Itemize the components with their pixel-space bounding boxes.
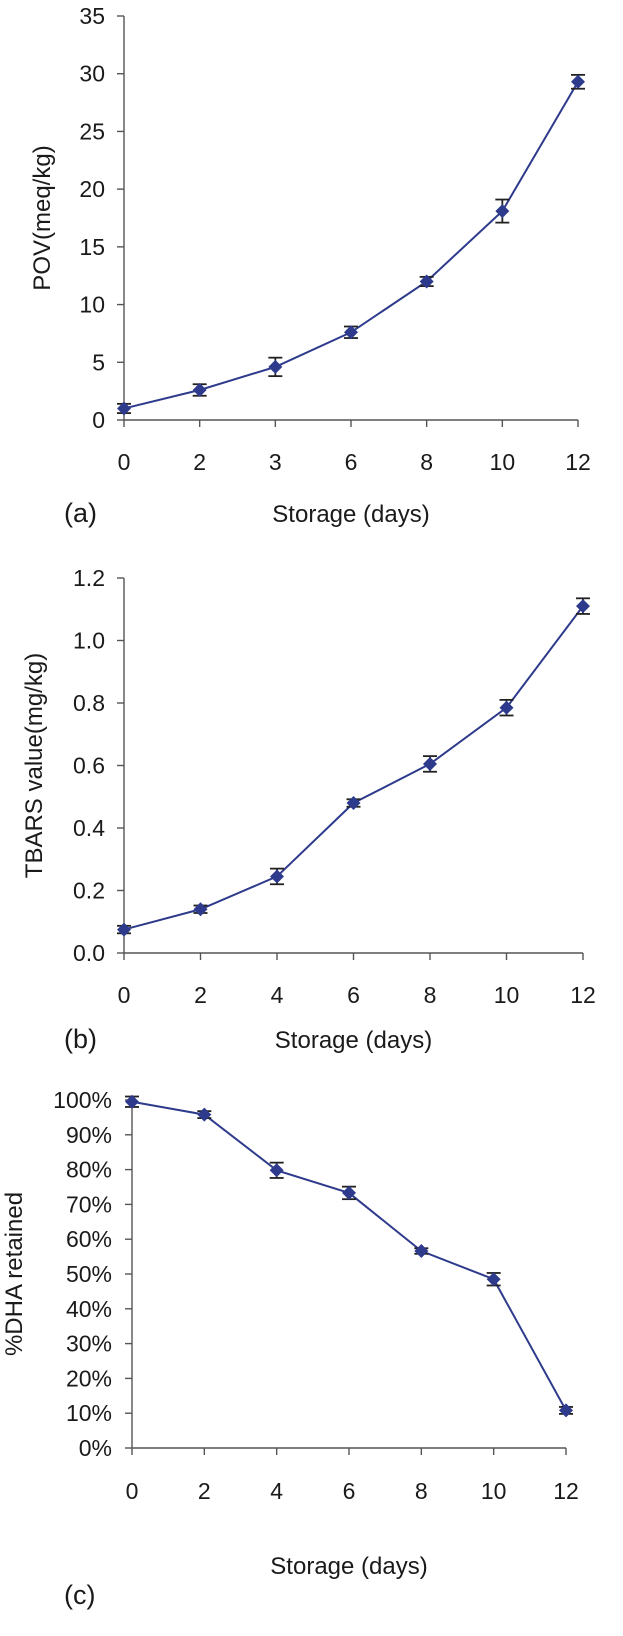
data-point — [346, 796, 361, 810]
x-tick-label: 6 — [347, 982, 360, 1008]
y-tick-label: 0.2 — [73, 878, 105, 904]
x-axis-title: Storage (days) — [272, 501, 429, 528]
y-axis-title: TBARS value(mg/kg) — [21, 653, 48, 878]
data-point — [576, 599, 590, 614]
data-point — [344, 325, 358, 340]
data-point — [192, 382, 207, 397]
y-tick-label: 0 — [92, 407, 105, 433]
y-tick-label: 1.2 — [73, 565, 105, 591]
x-tick-label: 6 — [345, 449, 358, 475]
data-point — [423, 756, 437, 771]
x-tick-label: 8 — [424, 982, 437, 1008]
data-point — [342, 1185, 356, 1200]
x-tick-label: 0 — [126, 1478, 139, 1504]
chart-panel-c: 0% 10% 20% 30% 40% 50% 60% 70% 80% 90% 100% 0 2 4 6 8 10… — [1, 1087, 579, 1610]
x-tick-label: 2 — [193, 449, 206, 475]
data-point — [268, 359, 283, 374]
panel-label: (a) — [64, 498, 97, 528]
x-axis-title: Storage (days) — [270, 1553, 427, 1580]
x-tick-label: 4 — [270, 1478, 283, 1504]
y-tick-label: 0.6 — [73, 753, 105, 779]
data-point — [117, 922, 131, 937]
chart-panel-b: 0.0 0.2 0.4 0.6 0.8 1.0 1.2 0 2 4 6 8 10 12 Storage (d… — [21, 565, 596, 1054]
y-tick-label: 60% — [66, 1226, 112, 1252]
y-tick-label: 10 — [79, 292, 105, 318]
x-tick-label: 8 — [420, 449, 433, 475]
y-tick-label: 30% — [66, 1331, 112, 1357]
x-tick-label: 2 — [198, 1478, 211, 1504]
x-tick-label: 3 — [269, 449, 282, 475]
y-tick-label: 0% — [79, 1435, 112, 1461]
x-tick-label: 2 — [194, 982, 207, 1008]
data-point — [486, 1272, 501, 1287]
y-tick-label: 70% — [66, 1191, 112, 1217]
y-tick-label: 10% — [66, 1400, 112, 1426]
y-tick-label: 100% — [53, 1087, 112, 1113]
chart-panel-a: 0 5 10 15 20 25 30 35 0 2 3 6 8 10 12 Storage (days) POV… — [29, 3, 591, 528]
y-axis-title: POV(meq/kg) — [29, 145, 56, 290]
data-point — [269, 1163, 284, 1178]
x-tick-label: 8 — [415, 1478, 428, 1504]
data-point — [197, 1107, 212, 1122]
x-tick-label: 0 — [118, 982, 131, 1008]
data-point — [499, 700, 514, 715]
x-tick-label: 12 — [565, 449, 591, 475]
y-tick-label: 0.0 — [73, 940, 105, 966]
y-tick-label: 35 — [79, 3, 105, 29]
x-tick-label: 6 — [343, 1478, 356, 1504]
x-tick-label: 10 — [481, 1478, 507, 1504]
y-tick-label: 20 — [79, 176, 105, 202]
data-point — [270, 869, 284, 884]
y-tick-label: 25 — [79, 118, 105, 144]
x-tick-label: 10 — [494, 982, 520, 1008]
series-line — [123, 81, 579, 410]
y-tick-label: 15 — [79, 234, 105, 260]
y-tick-label: 50% — [66, 1261, 112, 1287]
y-tick-label: 20% — [66, 1365, 112, 1391]
y-tick-label: 1.0 — [73, 628, 105, 654]
y-tick-label: 90% — [66, 1122, 112, 1148]
y-tick-label: 0.8 — [73, 690, 105, 716]
x-tick-label: 10 — [490, 449, 516, 475]
y-tick-label: 0.4 — [73, 815, 105, 841]
data-point — [419, 274, 434, 289]
y-tick-label: 30 — [79, 61, 105, 87]
series-line — [123, 605, 584, 931]
panel-label: (b) — [64, 1024, 97, 1054]
data-point — [414, 1244, 429, 1259]
data-point — [495, 204, 510, 219]
data-point — [559, 1403, 573, 1418]
x-tick-label: 12 — [570, 982, 596, 1008]
data-point — [193, 902, 208, 917]
x-axis-title: Storage (days) — [275, 1027, 432, 1054]
panel-label: (c) — [64, 1580, 95, 1610]
series-line — [131, 1100, 567, 1411]
y-tick-label: 40% — [66, 1296, 112, 1322]
x-tick-label: 4 — [271, 982, 284, 1008]
x-tick-label: 0 — [118, 449, 131, 475]
y-tick-label: 80% — [66, 1157, 112, 1183]
data-point — [117, 401, 131, 416]
data-point — [125, 1094, 139, 1109]
y-tick-label: 5 — [92, 349, 105, 375]
data-point — [571, 74, 585, 89]
y-axis-title: %DHA retained — [1, 1192, 28, 1356]
x-tick-label: 12 — [553, 1478, 579, 1504]
